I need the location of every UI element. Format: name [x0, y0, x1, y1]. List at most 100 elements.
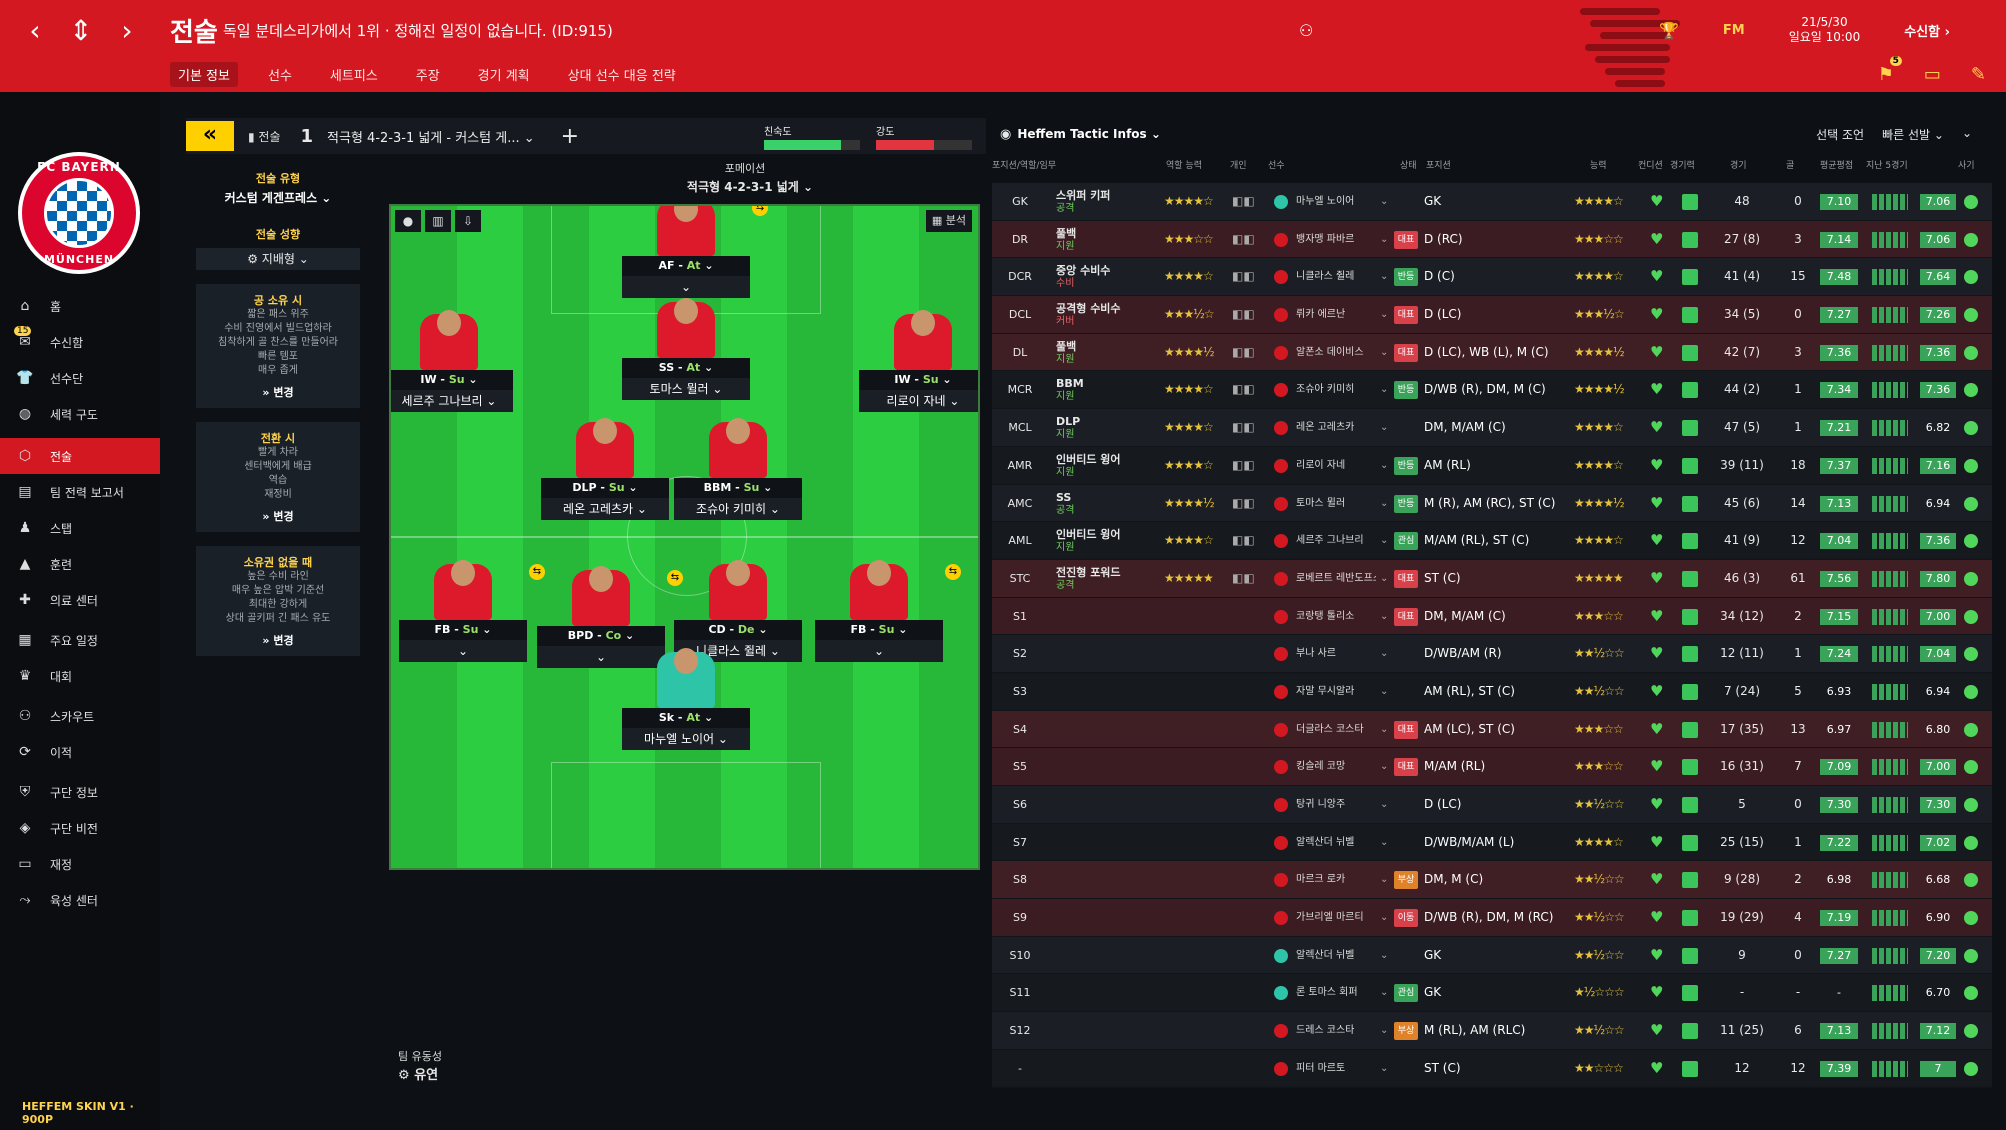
row-player-name[interactable]: 알렉산더 뉘벨 [1296, 949, 1355, 961]
pitch-player[interactable]: DLP - Su ⌄ 레온 고레츠카 ⌄ [541, 418, 669, 520]
table-row[interactable]: S1 코랑탱 톨리소 ⌄ 대표 DM, M/AM (C) ★★★☆☆ ♥ 34 (12) 2 7.… [992, 597, 1992, 636]
col-goals[interactable]: 골 [1786, 161, 1795, 171]
col-last5[interactable]: 지난 5경기 [1866, 161, 1908, 171]
fluidity-value[interactable]: ⚙ 유연 [398, 1068, 439, 1083]
forward-icon[interactable]: › [121, 14, 133, 47]
info-tool-icon[interactable]: ● [395, 210, 421, 232]
col-role[interactable]: 포지션/역할/임무 [992, 161, 1057, 171]
tactic-select[interactable]: 적극형 4-2-3-1 넓게 - 커스텀 게... ⌄ [327, 130, 535, 146]
row-player-name[interactable]: 로베르트 레반도프스키 [1296, 572, 1376, 584]
table-row[interactable]: S6 탕귀 니앙주 ⌄ D (LC) ★★½☆☆ ♥ 5 0 7.30 7.30 [992, 786, 1992, 824]
sidebar-item-14[interactable]: ◈ 구단 비전 [0, 810, 160, 846]
table-row[interactable]: AML 인버티드 윙어 지원 ★★★★☆ ◧◧ 세르주 그나브리 ⌄ 관심 M/AM (RL),… [992, 522, 1992, 560]
table-row[interactable]: DL 풀백 지원 ★★★★½ ◧◧ 알폰소 데이비스 ⌄ 대표 D (LC), WB (L), … [992, 333, 1992, 372]
player-name[interactable]: ⌄ [399, 640, 527, 662]
tab-set-pieces[interactable]: 세트피스 [329, 69, 378, 84]
col-avg-rating[interactable]: 평균평점 [1820, 161, 1854, 171]
row-role[interactable]: SS 공격 [1056, 490, 1075, 516]
row-player-name[interactable]: 레온 고레츠카 [1296, 422, 1355, 434]
chevron-down-icon[interactable]: ⌄ [1380, 874, 1389, 886]
player-name[interactable]: ⌄ [622, 276, 750, 298]
mentality-select[interactable]: ⚙ 지배형 ⌄ [196, 248, 360, 270]
chevron-down-icon[interactable]: ⌄ [1380, 196, 1389, 207]
row-player-name[interactable]: 알렉산더 뉘벨 [1296, 836, 1355, 848]
sidebar-item-13[interactable]: ⛨ 구단 정보 [0, 774, 160, 810]
back-icon[interactable]: ‹ [29, 14, 41, 47]
chevron-down-icon[interactable]: ⌄ [1380, 949, 1389, 961]
table-row[interactable]: AMR 인버티드 윙어 지원 ★★★★☆ ◧◧ 리로이 자네 ⌄ 반등 AM (RL) ★★★★☆… [992, 446, 1992, 485]
table-row[interactable]: MCL DLP 지원 ★★★★☆ ◧◧ 레온 고레츠카 ⌄ DM, M/AM (C) ★★★★☆… [992, 409, 1992, 447]
tab-match-plan[interactable]: 경기 계획 [477, 69, 530, 84]
out-possession-change-button[interactable]: » 변경 [262, 634, 294, 647]
pitch-player[interactable]: ⇆ FB - Su ⌄ ⌄ [815, 560, 961, 662]
chevron-down-icon[interactable]: ⌄ [1380, 648, 1389, 660]
row-role[interactable]: 중앙 수비수 수비 [1056, 264, 1111, 290]
sidebar-item-3[interactable]: ◍ 세력 구도 [0, 396, 160, 432]
player-name[interactable]: 토마스 뮐러 ⌄ [622, 378, 750, 400]
trophy-icon[interactable]: 🏆 [1658, 20, 1679, 40]
chevron-down-icon[interactable]: ⌄ [1380, 459, 1389, 471]
table-row[interactable]: MCR BBM 지원 ★★★★☆ ◧◧ 조슈아 키미히 ⌄ 반등 D/WB (R), DM, M… [992, 371, 1992, 410]
pitch-player[interactable]: Sk - At ⌄ 마누엘 노이어 ⌄ [622, 648, 750, 750]
in-possession-change-button[interactable]: » 변경 [262, 386, 294, 399]
tab-basic-info[interactable]: 기본 정보 [170, 62, 238, 87]
sidebar-item-4[interactable]: ⬡ 전술 [0, 438, 160, 474]
sidebar-item-16[interactable]: ⤳ 육성 센터 [0, 882, 160, 918]
row-player-name[interactable]: 뱅자맹 파바르 [1296, 233, 1355, 245]
updown-icon[interactable]: ⇕ [69, 14, 93, 47]
col-ability[interactable]: 능력 [1590, 161, 1607, 171]
individual-instructions-icon[interactable]: ◧◧ [1232, 231, 1255, 246]
pitch-player[interactable]: ⇆ AF - At ⌄ ⌄ [622, 206, 768, 298]
row-player-name[interactable]: 코랑탱 톨리소 [1296, 610, 1355, 622]
quick-pick-button[interactable]: 빠른 선발 ⌄ [1882, 127, 1944, 142]
pitch-player[interactable]: CD - De ⌄ 니클라스 쥘레 ⌄ [674, 560, 802, 662]
transition-change-button[interactable]: » 변경 [262, 510, 294, 523]
notification-icon[interactable]: ⚑ 5 [1878, 56, 1902, 85]
chevron-down-icon[interactable]: ⌄ [1380, 422, 1389, 434]
chart-tool-icon[interactable]: ▥ [425, 210, 451, 232]
player-role[interactable]: DLP - Su ⌄ [541, 478, 669, 498]
pitch-player[interactable]: BBM - Su ⌄ 조슈아 키미히 ⌄ [674, 418, 802, 520]
sidebar-item-1[interactable]: ✉ 15 수신함 [0, 324, 160, 360]
tactic-label[interactable]: ▮ 전술 [248, 129, 281, 144]
row-role[interactable]: 인버티드 윙어 지원 [1056, 528, 1121, 554]
player-role[interactable]: CD - De ⌄ [674, 620, 802, 640]
table-row[interactable]: S2 부나 사르 ⌄ D/WB/AM (R) ★★½☆☆ ♥ 12 (11) 1 7.24 7.0… [992, 635, 1992, 673]
sidebar-item-9[interactable]: ▦ 주요 일정 [0, 622, 160, 658]
row-player-name[interactable]: 탕귀 니앙주 [1296, 799, 1346, 810]
player-role[interactable]: BPD - Co ⌄ [537, 626, 665, 646]
player-role[interactable]: BBM - Su ⌄ [674, 478, 802, 498]
individual-instructions-icon[interactable]: ◧◧ [1232, 570, 1255, 585]
binoculars-icon[interactable]: ⚇ [1298, 20, 1314, 40]
row-player-name[interactable]: 리로이 자네 [1296, 459, 1346, 471]
table-row[interactable]: S4 더글라스 코스타 ⌄ 대표 AM (LC), ST (C) ★★★☆☆ ♥ 17 (35… [992, 710, 1992, 749]
chevron-down-icon[interactable]: ⌄ [1380, 309, 1389, 321]
col-individual[interactable]: 개인 [1230, 161, 1247, 171]
row-player-name[interactable]: 조슈아 키미히 [1296, 384, 1355, 396]
player-name[interactable]: 리로이 자네 ⌄ [859, 390, 978, 412]
table-row[interactable]: S8 마르크 로카 ⌄ 부상 DM, M (C) ★★½☆☆ ♥ 9 (28) 2 6.98 6.6… [992, 861, 1992, 900]
chevron-down-icon[interactable]: ⌄ [1380, 572, 1389, 584]
sidebar-item-15[interactable]: ▭ 재정 [0, 846, 160, 882]
game-date[interactable]: 21/5/30 일요일 10:00 [1788, 15, 1861, 44]
pitch-player[interactable]: SS - At ⌄ 토마스 뮐러 ⌄ [622, 298, 750, 400]
player-role[interactable]: FB - Su ⌄ [399, 620, 527, 640]
player-name[interactable]: 조슈아 키미히 ⌄ [674, 498, 802, 520]
player-name[interactable]: ⌄ [815, 640, 943, 662]
row-player-name[interactable]: 론 토마스 회퍼 [1296, 987, 1358, 999]
row-player-name[interactable]: 알폰소 데이비스 [1296, 346, 1364, 358]
chevron-down-icon[interactable]: ⌄ [1380, 987, 1389, 999]
instruction-pin-icon[interactable]: ⇆ [945, 564, 961, 580]
col-position[interactable]: 포지션 [1426, 161, 1451, 171]
fm-label[interactable]: FM [1722, 22, 1745, 38]
col-condition[interactable]: 컨디션 [1638, 161, 1663, 171]
chevron-down-icon[interactable]: ⌄ [1380, 346, 1389, 358]
row-player-name[interactable]: 마누엘 노이어 [1296, 196, 1355, 207]
sidebar-item-6[interactable]: ♟ 스탭 [0, 510, 160, 546]
select-advice-button[interactable]: 선택 조언 [1816, 127, 1865, 142]
table-row[interactable]: GK 스위퍼 키퍼 공격 ★★★★☆ ◧◧ 마누엘 노이어 ⌄ GK ★★★★☆ ♥ 48 0 7.10… [992, 183, 1992, 221]
player-name[interactable]: 마누엘 노이어 ⌄ [622, 728, 750, 750]
individual-instructions-icon[interactable]: ◧◧ [1232, 382, 1255, 397]
chevron-down-icon[interactable]: ⌄ [1380, 1062, 1389, 1074]
row-role[interactable]: 전진형 포워드 공격 [1056, 565, 1121, 591]
